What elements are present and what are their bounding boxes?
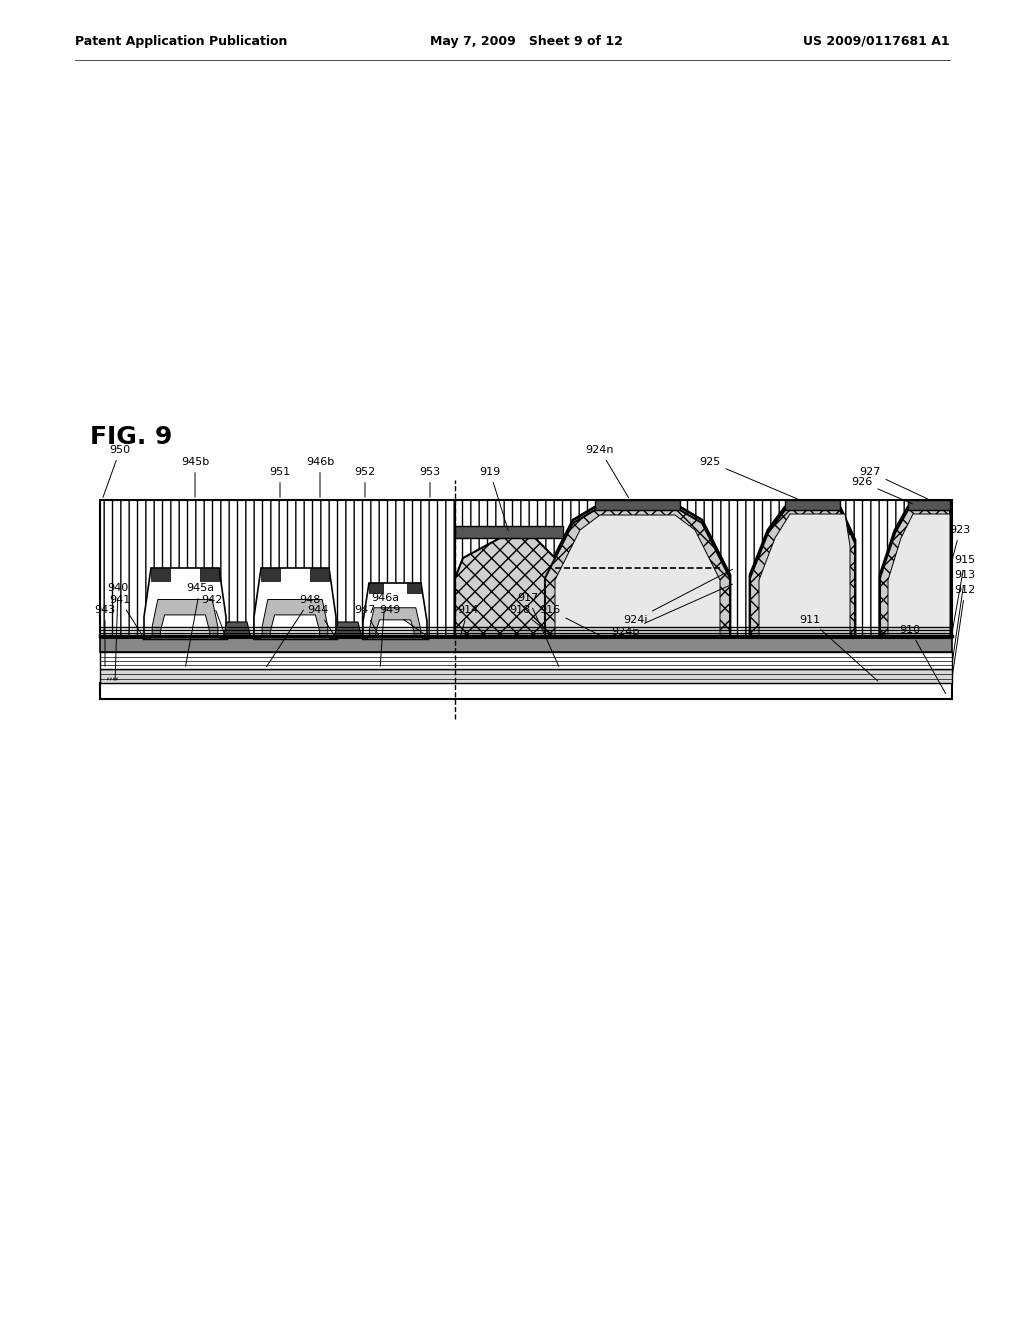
Polygon shape xyxy=(161,615,210,638)
Text: 940: 940 xyxy=(108,583,129,680)
Text: 944: 944 xyxy=(307,605,335,636)
Polygon shape xyxy=(254,568,336,638)
Text: 914: 914 xyxy=(458,605,478,635)
Text: FIG. 9: FIG. 9 xyxy=(90,425,172,449)
Polygon shape xyxy=(310,568,329,581)
Text: 948: 948 xyxy=(266,595,321,667)
Text: 951: 951 xyxy=(269,467,291,498)
Polygon shape xyxy=(370,607,421,638)
Text: 910: 910 xyxy=(899,624,945,693)
Polygon shape xyxy=(153,599,218,638)
Text: 953: 953 xyxy=(420,467,440,498)
Polygon shape xyxy=(262,599,328,638)
Text: 946b: 946b xyxy=(306,457,334,498)
Text: 926: 926 xyxy=(851,477,912,504)
Text: 942: 942 xyxy=(202,595,225,635)
Bar xyxy=(100,638,952,652)
Text: 913: 913 xyxy=(952,570,976,661)
Polygon shape xyxy=(759,513,850,638)
Bar xyxy=(100,500,455,638)
Bar xyxy=(595,500,680,510)
Bar xyxy=(455,525,563,539)
Bar xyxy=(100,669,952,682)
Text: 917: 917 xyxy=(517,593,559,667)
Text: May 7, 2009   Sheet 9 of 12: May 7, 2009 Sheet 9 of 12 xyxy=(430,36,623,48)
Text: 919: 919 xyxy=(479,467,508,531)
Text: 952: 952 xyxy=(354,467,376,498)
Text: 924i: 924i xyxy=(623,569,732,624)
Text: 925: 925 xyxy=(699,457,798,499)
Polygon shape xyxy=(223,622,251,638)
Text: 941: 941 xyxy=(110,595,142,636)
Text: 947: 947 xyxy=(354,605,379,635)
Polygon shape xyxy=(369,583,383,593)
Bar xyxy=(100,682,952,700)
Text: 924n: 924n xyxy=(586,445,629,498)
Polygon shape xyxy=(144,568,226,638)
Polygon shape xyxy=(455,539,563,638)
Polygon shape xyxy=(880,510,950,638)
Text: 912: 912 xyxy=(952,585,976,676)
Bar xyxy=(908,500,950,510)
Text: 924p: 924p xyxy=(610,585,732,638)
Text: 915: 915 xyxy=(952,554,976,630)
Polygon shape xyxy=(888,513,950,638)
Polygon shape xyxy=(334,622,362,638)
Text: 927: 927 xyxy=(859,467,928,499)
Bar xyxy=(100,652,952,669)
Polygon shape xyxy=(201,568,219,581)
Text: US 2009/0117681 A1: US 2009/0117681 A1 xyxy=(804,36,950,48)
Polygon shape xyxy=(376,620,414,638)
Text: 949: 949 xyxy=(379,605,428,636)
Text: 923: 923 xyxy=(949,525,971,565)
Polygon shape xyxy=(555,515,720,638)
Text: 916: 916 xyxy=(540,605,602,636)
Polygon shape xyxy=(270,615,319,638)
Polygon shape xyxy=(261,568,280,581)
Text: 911: 911 xyxy=(800,615,878,681)
Text: 943: 943 xyxy=(94,605,116,667)
Polygon shape xyxy=(545,510,730,638)
Text: 946a: 946a xyxy=(371,593,399,667)
Polygon shape xyxy=(362,583,427,638)
Text: 945a: 945a xyxy=(185,583,214,667)
Text: 918: 918 xyxy=(509,605,553,636)
Text: 945b: 945b xyxy=(181,457,209,498)
Bar xyxy=(785,500,840,510)
Text: Patent Application Publication: Patent Application Publication xyxy=(75,36,288,48)
Polygon shape xyxy=(407,583,421,593)
Text: 950: 950 xyxy=(103,445,131,498)
Bar xyxy=(455,500,952,638)
Polygon shape xyxy=(750,510,855,638)
Polygon shape xyxy=(151,568,170,581)
